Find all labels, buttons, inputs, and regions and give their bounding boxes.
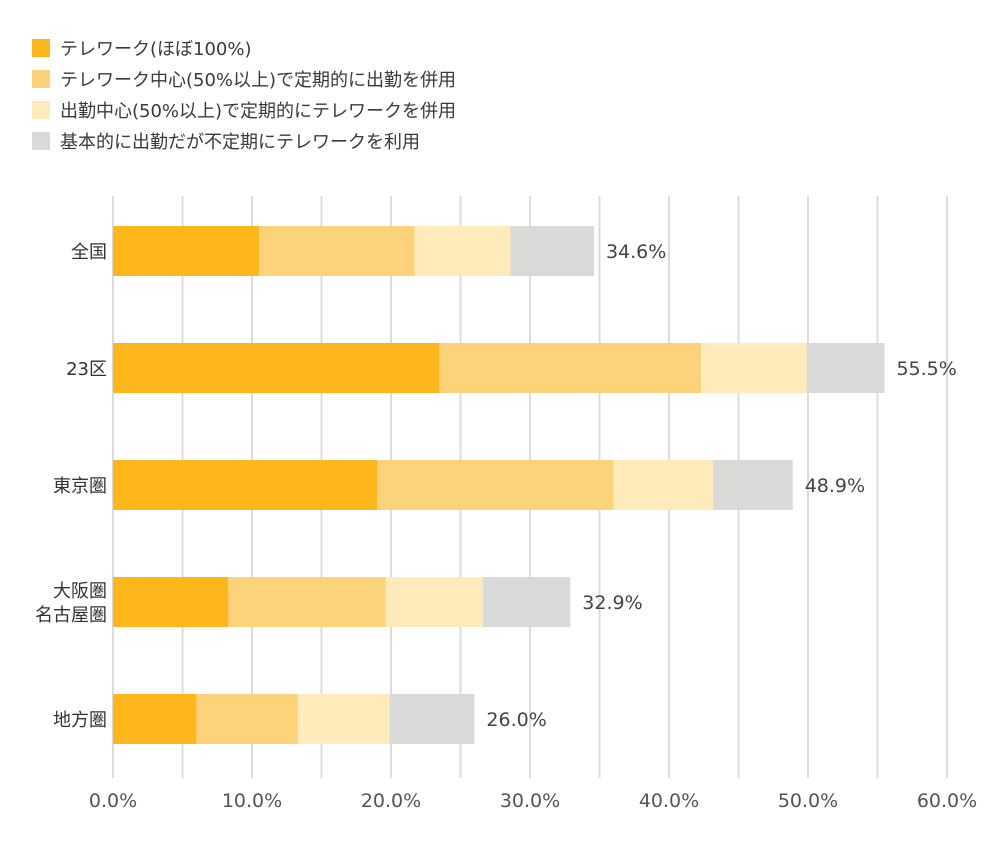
category-label: 23区	[66, 359, 107, 380]
total-label: 55.5%	[896, 358, 956, 380]
bar-segment-3-0	[113, 577, 229, 627]
category-label: 大阪圏名古屋圏	[35, 581, 107, 626]
legend-item-2: 出勤中心(50%以上)で定期的にテレワークを併用	[32, 94, 456, 125]
total-label: 32.9%	[582, 592, 642, 614]
bar-segment-1-1	[439, 343, 701, 393]
legend-label-0: テレワーク(ほぼ100%)	[60, 38, 252, 60]
x-tick-label: 40.0%	[639, 790, 699, 812]
bar-segment-4-3	[389, 694, 475, 744]
bar-segment-1-3	[806, 343, 885, 393]
legend-swatch-2	[32, 100, 50, 119]
total-label: 26.0%	[486, 709, 546, 731]
x-tick-label: 10.0%	[222, 790, 282, 812]
x-tick-label: 20.0%	[361, 790, 421, 812]
bar-segment-3-3	[482, 577, 571, 627]
category-label: 地方圏	[53, 710, 107, 731]
bar-segment-3-2	[385, 577, 483, 627]
bar-segment-0-0	[113, 226, 259, 276]
legend-item-1: テレワーク中心(50%以上)で定期的に出勤を併用	[32, 63, 456, 94]
x-tick-label: 60.0%	[917, 790, 977, 812]
bar-segment-4-1	[196, 694, 298, 744]
legend-label-1: テレワーク中心(50%以上)で定期的に出勤を併用	[60, 69, 457, 91]
legend-swatch-3	[32, 131, 50, 150]
legend-label-2: 出勤中心(50%以上)で定期的にテレワークを併用	[60, 100, 457, 122]
bar-segment-2-0	[113, 460, 378, 510]
total-label: 48.9%	[805, 475, 865, 497]
x-tick-label: 0.0%	[89, 790, 137, 812]
bar-segment-0-2	[414, 226, 511, 276]
bar-segment-2-1	[377, 460, 614, 510]
legend: テレワーク(ほぼ100%) テレワーク中心(50%以上)で定期的に出勤を併用 出勤中…	[32, 32, 456, 156]
legend-item-0: テレワーク(ほぼ100%)	[32, 32, 456, 63]
legend-swatch-0	[32, 38, 50, 57]
total-label: 34.6%	[606, 241, 666, 263]
bar-segment-2-2	[613, 460, 714, 510]
x-tick-label: 30.0%	[500, 790, 560, 812]
bar-segment-1-2	[700, 343, 807, 393]
bar-segment-3-1	[228, 577, 386, 627]
bar-segment-1-0	[113, 343, 440, 393]
legend-swatch-1	[32, 69, 50, 88]
category-label: 東京圏	[53, 476, 107, 497]
legend-item-3: 基本的に出勤だが不定期にテレワークを利用	[32, 125, 456, 156]
bar-segment-0-3	[510, 226, 594, 276]
category-label: 全国	[71, 242, 107, 263]
bar-segment-4-2	[297, 694, 390, 744]
bar-segment-0-1	[258, 226, 415, 276]
bar-segment-4-0	[113, 694, 197, 744]
legend-label-3: 基本的に出勤だが不定期にテレワークを利用	[60, 131, 420, 153]
x-tick-label: 50.0%	[778, 790, 838, 812]
bar-segment-2-3	[713, 460, 793, 510]
